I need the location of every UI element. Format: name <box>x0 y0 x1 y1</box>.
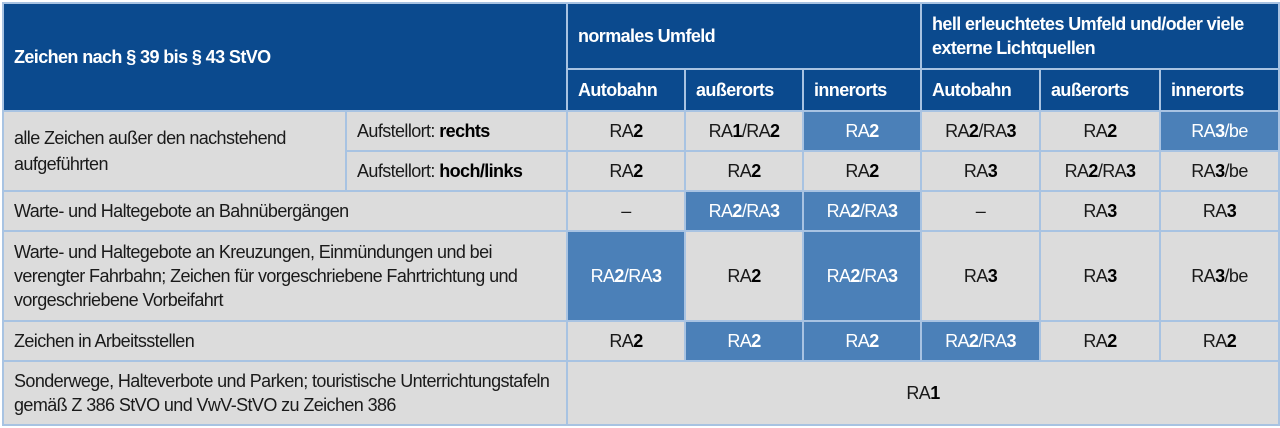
value-cell: RA2/RA3 <box>1039 150 1162 192</box>
value-cell: RA2/RA3 <box>920 320 1042 362</box>
header-title: Zeichen nach § 39 bis § 43 StVO <box>1 2 569 112</box>
row-label: Sonderwege, Halteverbote und Parken; tou… <box>1 360 569 426</box>
value-cell: RA3 <box>1039 230 1162 322</box>
value-cell: RA2 <box>1039 320 1162 362</box>
row-sublabel: Aufstellort: hoch/links <box>344 150 569 192</box>
column-header: innerorts <box>1159 68 1280 112</box>
sublabel-prefix: Aufstellort: <box>357 120 440 141</box>
column-header: Autobahn <box>920 68 1042 112</box>
column-header: außerorts <box>1039 68 1162 112</box>
value-cell: RA1/RA2 <box>684 110 805 152</box>
value-cell: RA3 <box>920 230 1042 322</box>
value-cell: RA3/be <box>1159 230 1280 322</box>
sublabel-prefix: Aufstellort: <box>357 160 440 181</box>
value-cell: – <box>566 190 687 232</box>
value-cell: RA2/RA3 <box>802 190 923 232</box>
value-cell: RA2 <box>1039 110 1162 152</box>
value-cell: – <box>920 190 1042 232</box>
value-cell: RA2 <box>566 110 687 152</box>
value-cell: RA2 <box>566 150 687 192</box>
value-cell: RA2/RA3 <box>802 230 923 322</box>
value-cell: RA2 <box>802 110 923 152</box>
column-header: innerorts <box>802 68 923 112</box>
sublabel-bold: rechts <box>439 120 490 141</box>
value-cell: RA3 <box>1039 190 1162 232</box>
header-group-bright: hell erleuchtetes Umfeld und/oder viele … <box>920 2 1280 70</box>
value-cell: RA3 <box>1159 190 1280 232</box>
value-cell: RA2 <box>802 320 923 362</box>
value-cell: RA2 <box>684 230 805 322</box>
value-cell: RA2 <box>684 320 805 362</box>
header-group-normal: normales Umfeld <box>566 2 923 70</box>
value-cell: RA1 <box>566 360 1280 426</box>
row-label: Warte- und Haltegebote an Kreuzungen, Ei… <box>1 230 569 322</box>
row-label: Warte- und Haltegebote an Bahnübergängen <box>1 190 569 232</box>
value-cell: RA2/RA3 <box>684 190 805 232</box>
value-cell: RA3 <box>920 150 1042 192</box>
value-cell: RA2/RA3 <box>920 110 1042 152</box>
column-header: außerorts <box>684 68 805 112</box>
value-cell: RA2 <box>684 150 805 192</box>
row-label: alle Zeichen außer den nachstehend aufge… <box>2 110 347 192</box>
value-cell: RA2 <box>802 150 923 192</box>
value-cell: RA2 <box>1159 320 1280 362</box>
row-sublabel: Aufstellort: rechts <box>344 110 569 152</box>
sublabel-bold: hoch/links <box>439 160 523 181</box>
row-label: Zeichen in Arbeitsstellen <box>1 320 569 362</box>
value-cell: RA3/be <box>1159 150 1280 192</box>
value-cell: RA2/RA3 <box>566 230 687 322</box>
value-cell: RA2 <box>566 320 687 362</box>
value-cell: RA3/be <box>1159 110 1280 152</box>
column-header: Autobahn <box>566 68 687 112</box>
